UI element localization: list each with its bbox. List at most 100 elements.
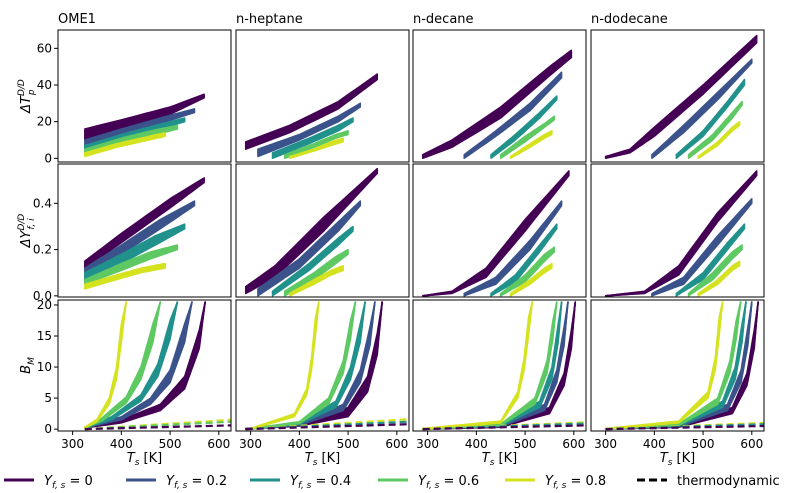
series-2-line bbox=[675, 83, 746, 159]
series-0-line bbox=[422, 55, 572, 159]
series-3-line bbox=[284, 251, 349, 295]
series-4-line bbox=[510, 265, 553, 296]
series-2-line bbox=[490, 97, 558, 158]
series-3-line bbox=[500, 247, 555, 295]
thermodynamic-line-2 bbox=[422, 424, 586, 431]
series-2-line bbox=[675, 224, 746, 295]
plot-area bbox=[421, 49, 573, 160]
series-0-line bbox=[84, 181, 205, 268]
series-0-line bbox=[84, 95, 205, 136]
series-3-line bbox=[84, 126, 178, 152]
series-1-line bbox=[257, 104, 361, 154]
series-2-line bbox=[84, 117, 185, 148]
legend-item-2: Yf, s = 0.4 bbox=[250, 474, 351, 491]
series-4-line bbox=[84, 301, 127, 429]
panel-n-heptane-dY bbox=[235, 163, 410, 298]
series-0-line bbox=[245, 168, 378, 289]
series-4-line bbox=[84, 265, 166, 288]
y-tick-label: 0.0 bbox=[33, 289, 52, 303]
x-tick-label: 400 bbox=[465, 437, 488, 451]
panel-n-decane-dY bbox=[412, 163, 587, 298]
series-2-line bbox=[84, 227, 186, 280]
series-1-line bbox=[257, 105, 361, 157]
thermodynamic-line-2 bbox=[605, 424, 764, 431]
legend-label: Yf, s = 0.2 bbox=[166, 474, 227, 491]
band-series-2 bbox=[84, 301, 179, 429]
series-0-line bbox=[605, 41, 758, 159]
series-2-line bbox=[675, 79, 746, 156]
x-tick-label: 400 bbox=[110, 437, 133, 451]
x-tick-label: 600 bbox=[385, 437, 408, 451]
y-tick-label: 40 bbox=[37, 78, 52, 92]
panel-frame bbox=[235, 29, 410, 163]
x-tick-label: 600 bbox=[562, 437, 585, 451]
x-tick-label: 600 bbox=[740, 437, 763, 451]
series-3-line bbox=[687, 245, 743, 295]
series-0-line bbox=[84, 177, 205, 263]
series-2-line bbox=[84, 301, 179, 429]
series-1-line bbox=[651, 198, 753, 295]
panel-n-decane-BM: 300 400 500 600 bbox=[412, 299, 587, 451]
series-3-line bbox=[284, 133, 349, 159]
series-2-line bbox=[675, 225, 746, 296]
series-3-line bbox=[284, 130, 349, 157]
series-0-line bbox=[84, 179, 205, 266]
plot-area bbox=[244, 301, 409, 431]
legend-item-0: Yf, s = 0 bbox=[4, 474, 93, 491]
series-0-line bbox=[84, 301, 206, 429]
y-tick-label: 0.2 bbox=[33, 243, 52, 257]
series-4-line bbox=[697, 124, 741, 159]
x-tick-label: 600 bbox=[207, 437, 230, 451]
series-0-line bbox=[245, 74, 378, 144]
series-0-line bbox=[422, 171, 570, 297]
series-4-line bbox=[697, 261, 741, 295]
y-axis-label: BM bbox=[19, 357, 37, 374]
panel-OME1-dY: 0.0 0.2 0.4 bbox=[33, 163, 232, 303]
series-1-line bbox=[84, 201, 195, 270]
series-2-line bbox=[490, 227, 558, 297]
band-series-4 bbox=[249, 301, 320, 430]
series-3-line bbox=[500, 118, 555, 159]
column-title: n-decane bbox=[413, 12, 474, 27]
series-1-line bbox=[651, 59, 753, 156]
series-3-line bbox=[284, 131, 349, 158]
series-0-line bbox=[422, 50, 572, 157]
series-1-line bbox=[463, 201, 563, 295]
series-3-line bbox=[84, 246, 178, 283]
plot-area bbox=[604, 301, 764, 431]
plot-area bbox=[84, 93, 205, 158]
column-title: n-dodecane bbox=[591, 12, 668, 27]
series-3-line bbox=[84, 301, 162, 429]
series-1-line bbox=[84, 301, 193, 429]
panel-n-heptane-BM: 300 400 500 600 bbox=[235, 299, 410, 451]
series-3-line bbox=[284, 249, 349, 293]
series-2-line bbox=[490, 98, 558, 159]
series-2-line bbox=[272, 228, 354, 295]
series-3-line bbox=[84, 244, 178, 282]
legend: Yf, s = 0 Yf, s = 0.2 Yf, s = 0.4 Yf, s = 0… bbox=[4, 474, 780, 491]
panel-frame bbox=[590, 299, 765, 432]
panel-frame bbox=[590, 29, 765, 163]
x-axis-label: Ts [K] bbox=[660, 451, 695, 468]
series-2-line bbox=[84, 301, 179, 429]
x-axis-label: Ts [K] bbox=[127, 451, 162, 468]
panel-frame bbox=[57, 299, 232, 432]
legend-label: Yf, s = 0.8 bbox=[545, 474, 606, 491]
x-tick-label: 300 bbox=[61, 437, 84, 451]
y-tick-label: 0 bbox=[44, 151, 52, 165]
panel-frame bbox=[412, 163, 587, 298]
series-4-line bbox=[84, 132, 166, 155]
series-1-line bbox=[84, 301, 193, 429]
column-title: OME1 bbox=[58, 12, 96, 27]
x-tick-label: 400 bbox=[288, 437, 311, 451]
series-2-line bbox=[272, 226, 354, 293]
band-series-0 bbox=[604, 170, 758, 297]
series-4-line bbox=[510, 131, 553, 159]
series-2-line bbox=[490, 225, 558, 296]
thermodynamic-line-2 bbox=[84, 424, 231, 431]
series-2-line bbox=[272, 117, 354, 155]
series-0-line bbox=[84, 301, 206, 429]
panel-frame bbox=[412, 299, 587, 432]
y-tick-label: 10 bbox=[37, 360, 52, 374]
